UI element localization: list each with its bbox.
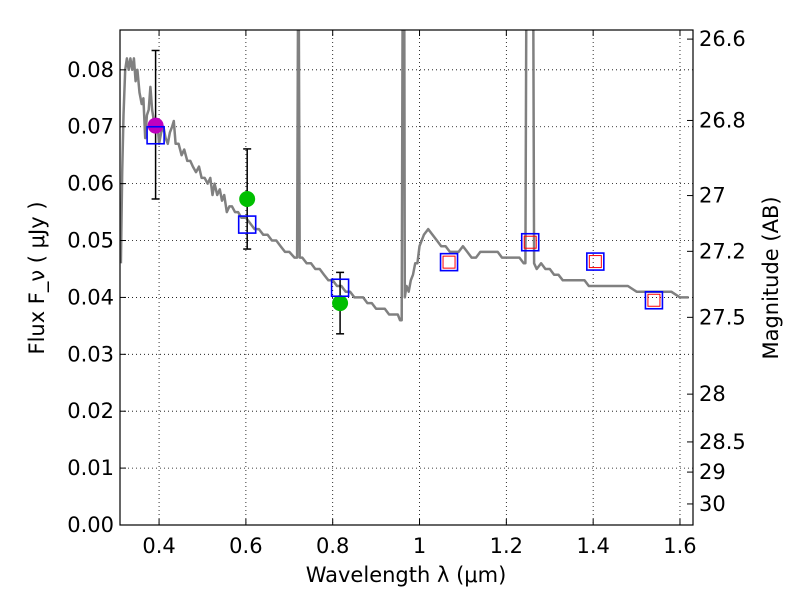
model-square — [330, 278, 350, 298]
y-tick-label: 0.07 — [67, 115, 114, 139]
plot-background — [120, 30, 693, 525]
y-axis-ticks: 0.00 0.01 0.02 0.03 0.04 0.05 0.06 0.07 0.08 — [67, 58, 126, 537]
y2-tick-label: 27 — [699, 184, 726, 208]
grid-lines — [120, 30, 693, 526]
model-square — [586, 252, 605, 271]
y-tick-label: 0.06 — [67, 172, 114, 196]
y-tick-label: 0.03 — [67, 342, 114, 366]
y2-tick-label: 28 — [699, 382, 726, 406]
points-group — [147, 117, 349, 312]
x-tick-label: 1.6 — [663, 534, 696, 558]
model-square — [146, 125, 165, 145]
squares-group — [146, 125, 664, 310]
y-tick-label: 0.01 — [67, 456, 114, 480]
y2-axis-ticks: 26.6 26.8 27 27.2 27.5 28 28.5 29 30 — [687, 27, 746, 516]
x-tick-label: 0.4 — [142, 534, 175, 558]
inner-square — [442, 255, 456, 269]
y-tick-label: 0.04 — [67, 285, 114, 309]
plot-frame — [119, 29, 694, 526]
y2-tick-label: 28.5 — [699, 430, 746, 454]
y2-tick-label: 27.5 — [699, 305, 746, 329]
y2-tick-label: 27.2 — [699, 239, 746, 263]
x-axis-ticks: 0.4 0.6 0.8 1 1.2 1.4 1.6 — [142, 30, 697, 558]
x-tick-label: 1.2 — [490, 534, 523, 558]
inner-square — [523, 235, 537, 249]
y2-tick-label: 26.8 — [699, 108, 746, 132]
model-square — [237, 215, 257, 234]
x-tick-label: 1 — [413, 534, 426, 558]
model-square — [644, 290, 664, 310]
y2-tick-label: 30 — [699, 492, 726, 516]
model-curve — [120, 30, 689, 322]
x-tick-label: 0.6 — [229, 534, 262, 558]
inner-square — [647, 293, 661, 307]
y-tick-label: 0.02 — [67, 399, 114, 423]
data-point — [147, 117, 164, 134]
data-point — [332, 295, 349, 312]
model-square — [520, 232, 540, 252]
model-square — [439, 252, 459, 272]
x-tick-label: 0.8 — [316, 534, 349, 558]
inner-square — [588, 255, 602, 269]
y-tick-label: 0.05 — [67, 229, 114, 253]
y2-tick-label: 26.6 — [699, 27, 746, 51]
data-point — [239, 190, 256, 207]
y-tick-label: 0.00 — [67, 513, 114, 537]
x-axis-label: Wavelength λ (μm) — [306, 563, 507, 587]
y-tick-label: 0.08 — [67, 58, 114, 82]
x-tick-label: 1.4 — [576, 534, 609, 558]
y2-tick-label: 29 — [699, 460, 726, 484]
y-axis-label: Flux F_ν ( μJy ) — [25, 201, 50, 354]
model-curve-group — [120, 30, 689, 322]
y2-axis-label: Magnitude (AB) — [759, 196, 783, 359]
